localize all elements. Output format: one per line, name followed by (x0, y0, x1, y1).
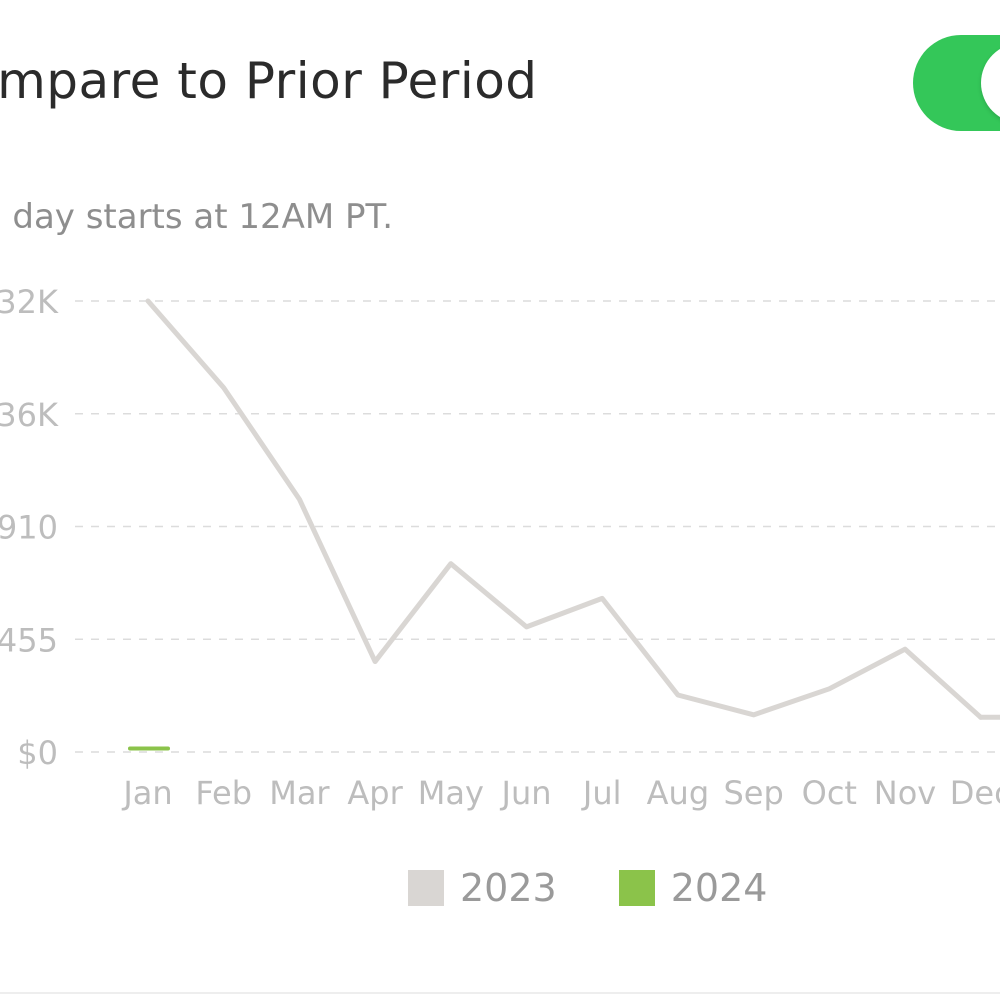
x-tick-label: May (418, 774, 484, 812)
x-tick-label: Oct (802, 774, 857, 812)
x-tick-label: Apr (347, 774, 403, 812)
y-tick-label: 32K (0, 283, 59, 321)
toggle-knob (981, 43, 1000, 123)
y-tick-label: $0 (17, 734, 58, 772)
compare-toggle[interactable] (913, 35, 1000, 131)
legend: 2023 2024 (408, 866, 829, 910)
legend-item-2024[interactable]: 2024 (618, 866, 768, 910)
x-tick-label: Sep (723, 774, 783, 812)
page-title: ompare to Prior Period (0, 52, 538, 110)
legend-item-2023[interactable]: 2023 (408, 866, 557, 910)
x-tick-label: Jul (581, 774, 622, 812)
x-tick-label: Aug (647, 774, 709, 812)
legend-swatch-2024 (618, 870, 655, 906)
x-tick-label: Mar (269, 774, 330, 812)
y-tick-label: 910 (0, 509, 58, 547)
y-tick-label: 455 (0, 621, 58, 659)
x-tick-label: Feb (195, 774, 252, 812)
legend-label-2024: 2024 (670, 866, 768, 910)
x-tick-label: Nov (874, 774, 936, 812)
legend-label-2023: 2023 (460, 866, 557, 910)
series-line-2023 (145, 298, 984, 720)
divider (0, 992, 1000, 994)
x-tick-label: Jun (500, 774, 552, 812)
x-tick-label: Jan (121, 774, 172, 812)
y-tick-label: 36K (0, 396, 59, 434)
subtitle: h day starts at 12AM PT. (0, 197, 394, 237)
legend-swatch-2023 (408, 870, 444, 906)
x-tick-label: Dec (950, 774, 1000, 812)
